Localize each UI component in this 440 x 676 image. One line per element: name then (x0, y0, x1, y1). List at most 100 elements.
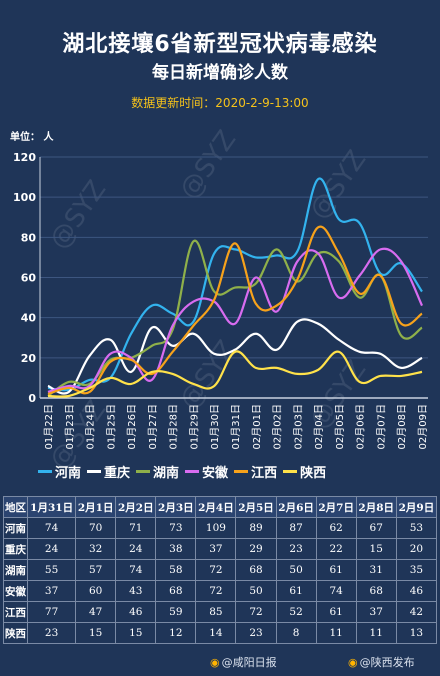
page-title: 湖北接壤6省新型冠状病毒感染 (62, 32, 378, 57)
table-row: 湖南 55 57 74 58 72 68 50 61 31 35 (2, 559, 438, 581)
series-line-江西 (47, 225, 423, 396)
x-tick-label: 02月01日 (251, 404, 263, 449)
grid (39, 156, 428, 399)
table-value-cell: 70 (75, 517, 117, 539)
legend-swatch (283, 470, 298, 473)
table-value-cell: 13 (395, 622, 438, 644)
x-tick-label: 02月03日 (292, 404, 304, 449)
table-value-cell: 59 (155, 601, 197, 623)
table-value-cell: 68 (355, 580, 397, 602)
weibo-icon: ◉ (210, 656, 220, 669)
table-row: 河南 74 70 71 73 109 89 87 62 67 53 (2, 517, 438, 539)
x-tick-label: 01月25日 (105, 404, 117, 449)
table-value-cell: 37 (27, 580, 77, 602)
legend-swatch (87, 470, 102, 473)
table-value-cell: 47 (75, 601, 117, 623)
x-tick-label: 02月04日 (313, 404, 325, 449)
table-header-date: 2月9日 (395, 496, 438, 518)
table-value-cell: 23 (27, 622, 77, 644)
table-value-cell: 74 (115, 559, 157, 581)
table-value-cell: 43 (115, 580, 157, 602)
table-value-cell: 37 (195, 538, 237, 560)
y-tick-label: 40 (21, 312, 37, 325)
table-value-cell: 37 (355, 601, 397, 623)
table-region-cell: 河南 (2, 517, 29, 539)
legend-item: 河南 (38, 462, 81, 481)
x-tick-label: 02月07日 (375, 404, 387, 449)
series-line-河南 (47, 177, 423, 392)
table-value-cell: 61 (315, 559, 357, 581)
x-tick-label: 02月09日 (417, 404, 429, 449)
table-value-cell: 89 (235, 517, 277, 539)
table-value-cell: 74 (27, 517, 77, 539)
table-value-cell: 72 (195, 559, 237, 581)
table-value-cell: 24 (115, 538, 157, 560)
table-corner: 地区 (2, 496, 29, 518)
table-value-cell: 61 (275, 580, 317, 602)
table-value-cell: 68 (235, 559, 277, 581)
table-value-cell: 50 (275, 559, 317, 581)
table-value-cell: 15 (75, 622, 117, 644)
x-tick-label: 01月29日 (188, 404, 200, 449)
footer-right-text: @陕西发布 (359, 656, 415, 669)
y-tick-label: 60 (21, 272, 37, 285)
table-value-cell: 15 (115, 622, 157, 644)
table-row: 安徽 37 60 43 68 72 50 61 74 68 46 (2, 580, 438, 602)
table-header-date: 2月6日 (275, 496, 317, 518)
x-tick-label: 01月28日 (168, 404, 180, 449)
table-value-cell: 8 (275, 622, 317, 644)
update-time: 数据更新时间：2020-2-9-13:00 (131, 96, 309, 110)
table-value-cell: 109 (195, 517, 237, 539)
x-tick-label: 02月05日 (334, 404, 346, 449)
legend-swatch (234, 470, 249, 473)
table-value-cell: 20 (395, 538, 438, 560)
table-value-cell: 23 (275, 538, 317, 560)
table-value-cell: 52 (275, 601, 317, 623)
x-tick-label: 01月31日 (230, 404, 242, 449)
table-value-cell: 32 (75, 538, 117, 560)
table-value-cell: 29 (235, 538, 277, 560)
table-value-cell: 60 (75, 580, 117, 602)
footer-left: ◉ @咸阳日报 (210, 654, 277, 670)
table-value-cell: 31 (355, 559, 397, 581)
x-tick-label: 02月02日 (272, 404, 284, 449)
x-tick-label: 01月23日 (64, 404, 76, 449)
table-value-cell: 61 (315, 601, 357, 623)
legend: 河南 重庆 湖南 安徽 江西 陕西 (38, 462, 438, 481)
y-tick-label: 120 (13, 151, 36, 164)
y-tick-label: 0 (28, 392, 36, 405)
table-value-cell: 77 (27, 601, 77, 623)
table-value-cell: 87 (275, 517, 317, 539)
table-row: 重庆 24 32 24 38 37 29 23 22 15 20 (2, 538, 438, 560)
legend-label: 陕西 (300, 466, 327, 481)
legend-label: 安徽 (202, 466, 229, 481)
table-value-cell: 11 (355, 622, 397, 644)
data-table: 地区 1月31日 2月1日 2月2日 2月3日 2月4日 2月5日 2月6日 2月7日 2月8日… (2, 496, 438, 644)
table-value-cell: 55 (27, 559, 77, 581)
table-value-cell: 22 (315, 538, 357, 560)
footer-right: ◉ @陕西发布 (348, 654, 415, 670)
table-header-date: 2月5日 (235, 496, 277, 518)
x-tick-label: 02月06日 (355, 404, 367, 449)
series-line-重庆 (47, 318, 423, 395)
table-value-cell: 57 (75, 559, 117, 581)
table-header-date: 2月1日 (75, 496, 117, 518)
table-value-cell: 72 (235, 601, 277, 623)
legend-swatch (136, 470, 151, 473)
table-header-date: 2月7日 (315, 496, 357, 518)
table-row: 江西 77 47 46 59 85 72 52 61 37 42 (2, 601, 438, 623)
table-header-date: 2月8日 (355, 496, 397, 518)
table-value-cell: 68 (155, 580, 197, 602)
y-tick-label: 80 (21, 231, 37, 244)
table-value-cell: 58 (155, 559, 197, 581)
table-value-cell: 12 (155, 622, 197, 644)
table-region-cell: 江西 (2, 601, 29, 623)
x-tick-label: 01月24日 (85, 404, 97, 449)
y-tick-label: 20 (21, 352, 37, 365)
table-value-cell: 62 (315, 517, 357, 539)
table-value-cell: 42 (395, 601, 438, 623)
table-value-cell: 46 (115, 601, 157, 623)
x-tick-label: 01月27日 (147, 404, 159, 449)
table-region-cell: 陕西 (2, 622, 29, 644)
table-value-cell: 50 (235, 580, 277, 602)
